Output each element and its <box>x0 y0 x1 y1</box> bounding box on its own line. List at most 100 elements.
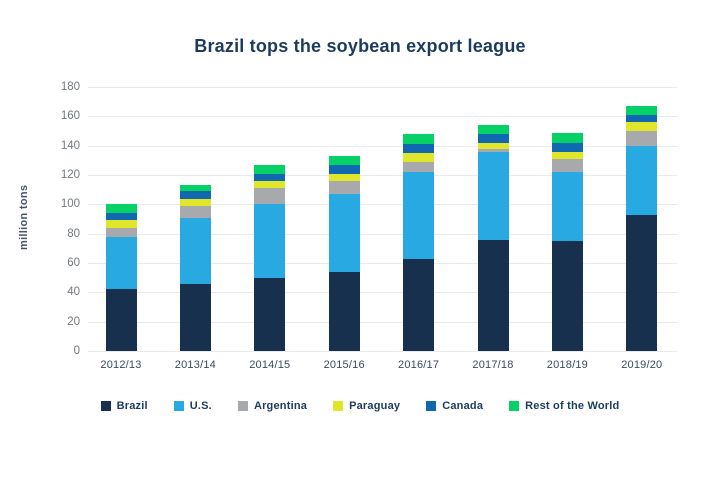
gridline-120 <box>88 175 677 176</box>
y-tick-label-100: 100 <box>60 198 80 211</box>
bar-segment-rest-of-the-world <box>254 164 286 174</box>
bar-2015-16 <box>328 155 360 351</box>
gridline-180 <box>88 87 677 88</box>
y-tick-label-180: 180 <box>60 81 80 93</box>
bar-segment-rest-of-the-world <box>403 133 435 145</box>
legend-item-argentina: Argentina <box>237 400 308 412</box>
bar-segment-argentina <box>626 131 658 146</box>
gridline-40 <box>88 292 677 294</box>
bar-segment-u-s- <box>403 172 435 259</box>
bar-segment-argentina <box>105 227 137 237</box>
y-tick-label-0: 0 <box>73 345 80 357</box>
x-tick-label-2018-19: 2018/19 <box>546 359 588 371</box>
bar-segment-paraguay <box>179 198 211 206</box>
bar-segment-rest-of-the-world <box>105 204 137 214</box>
bar-segment-paraguay <box>551 151 583 159</box>
legend-swatch-icon <box>509 401 520 411</box>
y-tick-label-20: 20 <box>67 315 80 328</box>
y-tick-label-60: 60 <box>67 257 80 269</box>
bar-2019-20 <box>626 106 658 351</box>
legend-item-canada: Canada <box>426 400 483 412</box>
bar-segment-u-s- <box>328 194 360 272</box>
bar-segment-argentina <box>179 205 211 218</box>
legend-swatch-icon <box>100 401 111 411</box>
legend-item-rest-of-the-world: Rest of the World <box>509 400 619 412</box>
legend-item-paraguay: Paraguay <box>333 400 400 412</box>
bar-segment-brazil <box>105 289 137 351</box>
bar-segment-argentina <box>254 188 286 205</box>
legend-item-brazil: Brazil <box>100 400 148 412</box>
bar-segment-brazil <box>626 214 658 351</box>
x-tick-label-2013-14: 2013/14 <box>174 359 216 371</box>
bar-2017-18 <box>477 125 509 351</box>
y-tick-label-80: 80 <box>67 227 80 240</box>
bar-segment-canada <box>179 191 211 199</box>
gridline-140 <box>88 145 677 147</box>
bar-segment-canada <box>328 164 360 174</box>
gridline-100 <box>88 204 677 206</box>
x-tick-label-2019-20: 2019/20 <box>621 359 663 371</box>
chart-legend: Brazil U.S. Argentina Paraguay Canada Rest of… <box>0 400 720 412</box>
x-tick-label-2014-15: 2014/15 <box>249 359 291 371</box>
bar-segment-argentina <box>328 180 360 195</box>
bar-segment-brazil <box>328 271 360 351</box>
bar-2016-17 <box>403 133 435 351</box>
bar-segment-u-s- <box>477 151 509 240</box>
bar-segment-rest-of-the-world <box>551 132 583 143</box>
legend-item-u-s-: U.S. <box>173 400 212 412</box>
bar-2018-19 <box>551 132 583 351</box>
chart-title: Brazil tops the soybean export league <box>194 36 526 56</box>
bar-segment-rest-of-the-world <box>626 106 658 115</box>
bar-segment-argentina <box>477 148 509 152</box>
legend-label: Canada <box>442 400 484 412</box>
legend-swatch-icon <box>426 401 437 411</box>
bar-segment-u-s- <box>105 236 137 290</box>
legend-label: Paraguay <box>349 400 401 412</box>
legend-swatch-icon <box>237 401 248 411</box>
legend-swatch-icon <box>333 401 344 411</box>
bar-segment-canada <box>403 144 435 154</box>
y-tick-label-40: 40 <box>67 286 80 299</box>
bar-segment-paraguay <box>328 173 360 181</box>
x-tick-label-2017-18: 2017/18 <box>472 359 514 371</box>
bar-segment-u-s- <box>254 204 286 278</box>
legend-label: U.S. <box>189 400 212 412</box>
bar-segment-paraguay <box>477 142 509 149</box>
legend-swatch-icon <box>173 401 184 411</box>
bar-segment-rest-of-the-world <box>477 125 509 134</box>
bar-segment-rest-of-the-world <box>179 185 211 192</box>
gridline-60 <box>88 263 677 264</box>
gridline-160 <box>88 116 677 118</box>
plot-area: 180 160 140 120 100 80 60 40 20 0 2012/13 2013/14 20… <box>61 81 677 371</box>
bar-segment-brazil <box>254 277 286 351</box>
x-tick-label-2012-13: 2012/13 <box>100 359 142 371</box>
gridline-80 <box>88 233 677 235</box>
legend-label: Brazil <box>116 400 148 412</box>
legend-label: Argentina <box>253 400 308 412</box>
x-tick-label-2015-16: 2015/16 <box>323 359 365 371</box>
bar-2012-13 <box>105 204 137 351</box>
bar-segment-argentina <box>551 158 583 173</box>
bar-segment-paraguay <box>626 122 658 132</box>
bar-segment-canada <box>254 173 286 181</box>
bar-segment-paraguay <box>403 153 435 162</box>
x-tick-label-2016-17: 2016/17 <box>398 359 440 371</box>
bar-2013-14 <box>179 185 211 351</box>
bar-segment-canada <box>105 213 137 221</box>
bar-2014-15 <box>254 164 286 351</box>
bar-segment-canada <box>477 133 509 143</box>
bar-segment-brazil <box>477 239 509 351</box>
y-tick-label-160: 160 <box>60 110 80 123</box>
y-tick-label-140: 140 <box>60 139 80 152</box>
bar-segment-paraguay <box>254 180 286 189</box>
bar-segment-paraguay <box>105 220 137 228</box>
bar-segment-u-s- <box>551 172 583 241</box>
bar-segment-u-s- <box>626 145 658 215</box>
bar-segment-rest-of-the-world <box>328 155 360 165</box>
bar-segment-argentina <box>403 161 435 173</box>
bar-segment-brazil <box>179 283 211 351</box>
bar-segment-brazil <box>551 241 583 351</box>
bar-segment-canada <box>626 114 658 123</box>
bar-segment-brazil <box>403 258 435 351</box>
